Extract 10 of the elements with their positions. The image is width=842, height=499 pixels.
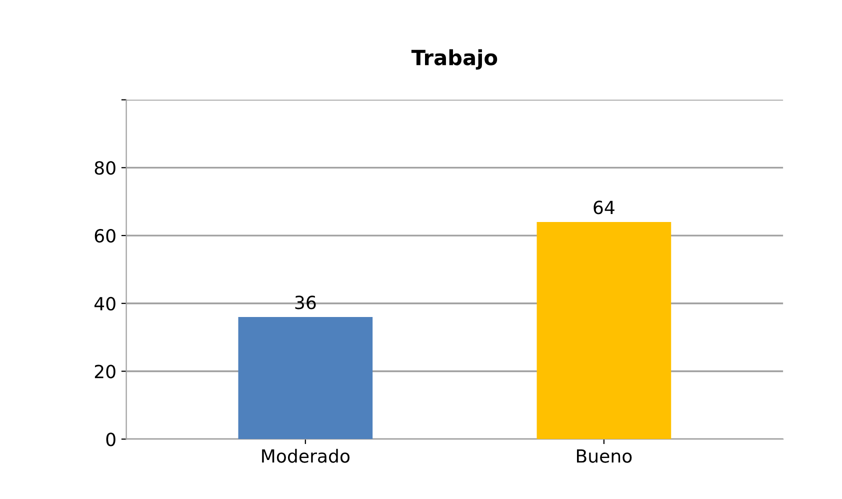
y-tick-label: 0	[106, 432, 116, 446]
x-tick-label: Moderado	[262, 448, 350, 463]
y-tick-label: 20	[94, 364, 116, 378]
y-tick-label: 80	[94, 161, 116, 175]
data-label: 36	[295, 296, 316, 310]
x-tick-label: Bueno	[577, 449, 632, 463]
chart-title: Trabajo	[411, 49, 498, 70]
y-tick-label: 40	[94, 296, 116, 311]
y-tick-label: 60	[94, 228, 116, 243]
data-label: 64	[594, 200, 614, 214]
